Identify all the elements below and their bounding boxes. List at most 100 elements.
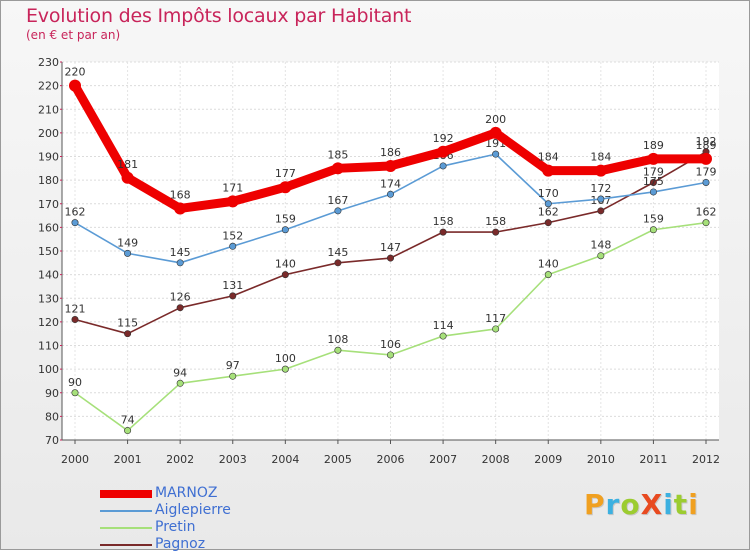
series-aiglepierre: 162149145152159167174186191170172175179 bbox=[65, 137, 717, 267]
legend-swatch bbox=[100, 490, 152, 498]
data-point bbox=[281, 226, 289, 234]
data-label: 189 bbox=[643, 139, 664, 152]
data-label: 220 bbox=[65, 66, 86, 79]
logo-letter: i bbox=[688, 488, 699, 521]
y-tick-label: 170 bbox=[38, 198, 59, 211]
y-axis: 70 80 90 100 110 120 130 140 150 160 170 180 190 200 2… bbox=[38, 56, 62, 447]
data-label: 152 bbox=[222, 229, 243, 242]
proxiti-logo: ProXiti bbox=[584, 488, 699, 521]
data-point bbox=[597, 207, 605, 215]
data-point bbox=[597, 252, 605, 260]
data-label: 170 bbox=[538, 187, 559, 200]
data-point bbox=[176, 304, 184, 312]
data-label: 90 bbox=[68, 376, 82, 389]
data-label: 167 bbox=[327, 194, 348, 207]
data-point bbox=[439, 162, 447, 170]
data-point bbox=[124, 249, 132, 257]
data-point bbox=[71, 389, 79, 397]
logo-letter: i bbox=[663, 488, 674, 521]
data-label: 179 bbox=[643, 165, 664, 178]
data-point bbox=[649, 226, 657, 234]
x-tick-label: 2012 bbox=[692, 453, 720, 466]
data-point bbox=[281, 271, 289, 279]
y-tick-label: 230 bbox=[38, 56, 59, 69]
x-tick-label: 2005 bbox=[324, 453, 352, 466]
data-point bbox=[649, 178, 657, 186]
data-label: 106 bbox=[380, 338, 401, 351]
data-point bbox=[700, 152, 712, 165]
x-tick-label: 2011 bbox=[639, 453, 667, 466]
data-label: 126 bbox=[170, 291, 191, 304]
y-tick-label: 210 bbox=[38, 103, 59, 116]
data-label: 162 bbox=[65, 206, 86, 219]
data-point bbox=[121, 171, 134, 184]
data-point bbox=[279, 181, 292, 194]
data-point bbox=[331, 162, 344, 175]
data-point bbox=[386, 190, 394, 198]
data-point bbox=[437, 145, 450, 158]
data-label: 100 bbox=[275, 352, 296, 365]
data-label: 174 bbox=[380, 177, 401, 190]
data-label: 159 bbox=[643, 213, 664, 226]
logo-letter: t bbox=[673, 488, 689, 521]
data-label: 200 bbox=[485, 113, 506, 126]
legend-label: MARNOZ bbox=[155, 485, 218, 501]
data-label: 97 bbox=[226, 359, 240, 372]
x-axis: 2000 2001 2002 2003 2004 2005 2006 2007 2008 2009… bbox=[61, 440, 720, 466]
data-point bbox=[226, 195, 239, 208]
data-label: 181 bbox=[117, 158, 138, 171]
data-point bbox=[229, 292, 237, 300]
y-tick-label: 150 bbox=[38, 245, 59, 258]
legend-swatch bbox=[100, 527, 152, 529]
logo-letter: o bbox=[620, 488, 641, 521]
y-tick-label: 70 bbox=[45, 434, 59, 447]
data-label: 172 bbox=[590, 182, 611, 195]
data-label: 140 bbox=[275, 258, 296, 271]
data-point bbox=[176, 379, 184, 387]
data-point bbox=[439, 228, 447, 236]
series-marnoz: 220 181 168 171 177 185 186 192 200 184 184 189 189 bbox=[65, 66, 717, 215]
y-tick-label: 110 bbox=[38, 340, 59, 353]
data-label: 131 bbox=[222, 279, 243, 292]
data-point bbox=[702, 219, 710, 227]
x-tick-label: 2006 bbox=[377, 453, 405, 466]
data-point bbox=[544, 271, 552, 279]
series-pagnoz: 121 115 126 131 140 145 147 158 158 162 167 179 192 bbox=[65, 135, 717, 338]
data-label: 147 bbox=[380, 241, 401, 254]
y-tick-label: 190 bbox=[38, 151, 59, 164]
data-label: 185 bbox=[327, 148, 348, 161]
chart-subtitle: (en € et par an) bbox=[26, 28, 121, 42]
data-point bbox=[71, 219, 79, 227]
data-label: 94 bbox=[173, 366, 187, 379]
data-point bbox=[124, 330, 132, 338]
data-label: 177 bbox=[275, 167, 296, 180]
x-tick-label: 2004 bbox=[271, 453, 299, 466]
data-label: 168 bbox=[170, 188, 191, 201]
data-point bbox=[492, 228, 500, 236]
legend-label: Aiglepierre bbox=[155, 502, 231, 518]
y-tick-label: 130 bbox=[38, 292, 59, 305]
x-tick-label: 2003 bbox=[219, 453, 247, 466]
data-label: 158 bbox=[433, 215, 454, 228]
y-tick-label: 200 bbox=[38, 127, 59, 140]
data-point bbox=[492, 150, 500, 158]
legend-label: Pretin bbox=[155, 519, 196, 535]
data-label: 108 bbox=[327, 333, 348, 346]
data-point bbox=[492, 325, 500, 333]
x-tick-label: 2002 bbox=[166, 453, 194, 466]
logo-letter: X bbox=[640, 488, 664, 521]
data-label: 114 bbox=[433, 319, 454, 332]
data-point bbox=[71, 316, 79, 324]
data-point bbox=[544, 219, 552, 227]
data-point bbox=[174, 202, 187, 215]
x-tick-label: 2010 bbox=[587, 453, 615, 466]
data-label: 74 bbox=[121, 414, 135, 427]
data-label: 121 bbox=[65, 303, 86, 316]
data-point bbox=[386, 351, 394, 359]
data-label: 145 bbox=[170, 246, 191, 259]
data-point bbox=[124, 427, 132, 435]
data-point bbox=[386, 254, 394, 262]
legend-swatch bbox=[100, 544, 152, 546]
data-point bbox=[649, 188, 657, 196]
chart-title: Evolution des Impôts locaux par Habitant bbox=[26, 5, 412, 27]
